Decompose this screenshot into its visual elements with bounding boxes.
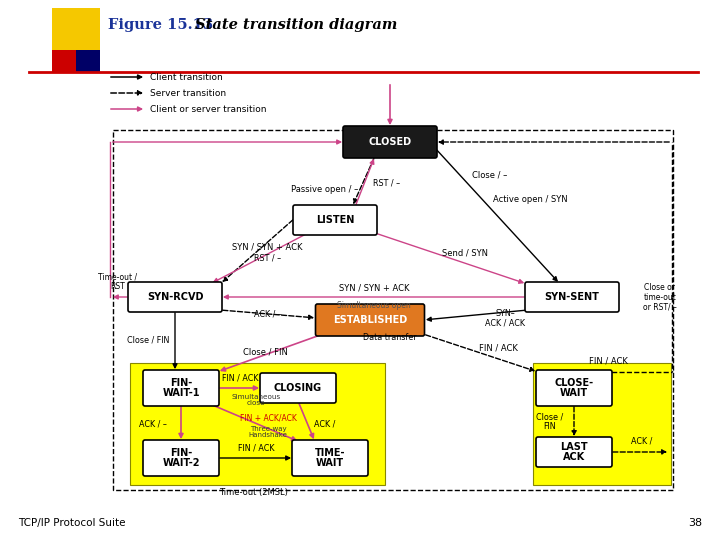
Bar <box>52 50 76 72</box>
Bar <box>533 363 671 485</box>
Text: FIN / ACK: FIN / ACK <box>479 343 518 353</box>
Text: State transition diagram: State transition diagram <box>195 18 397 32</box>
Text: FIN + ACK/ACK: FIN + ACK/ACK <box>240 414 297 422</box>
Text: Close / FIN: Close / FIN <box>243 348 287 356</box>
FancyBboxPatch shape <box>343 126 437 158</box>
Text: FIN / ACK: FIN / ACK <box>238 443 274 453</box>
Text: TCP/IP Protocol Suite: TCP/IP Protocol Suite <box>18 518 125 528</box>
Text: Three-way
Handshake: Three-way Handshake <box>248 426 287 438</box>
Text: CLOSING: CLOSING <box>274 383 322 393</box>
Bar <box>130 363 385 485</box>
Text: TIME-
WAIT: TIME- WAIT <box>315 448 346 468</box>
Text: SYN-RCVD: SYN-RCVD <box>147 292 203 302</box>
FancyBboxPatch shape <box>143 370 219 406</box>
Bar <box>76 50 100 72</box>
Text: Close /
FIN: Close / FIN <box>536 413 564 431</box>
Text: LISTEN: LISTEN <box>316 215 354 225</box>
Text: ACK / –: ACK / – <box>139 420 167 429</box>
Text: 38: 38 <box>688 518 702 528</box>
Text: FIN-
WAIT-2: FIN- WAIT-2 <box>162 448 199 468</box>
Text: SYN–
ACK / ACK: SYN– ACK / ACK <box>485 309 525 327</box>
Text: Time-out (2MSL): Time-out (2MSL) <box>219 488 287 496</box>
Text: Data transfer: Data transfer <box>363 333 417 341</box>
Text: Close / FIN: Close / FIN <box>127 335 169 345</box>
Text: FIN / ACK: FIN / ACK <box>222 374 258 382</box>
Text: Simultaneous
close: Simultaneous close <box>231 394 281 406</box>
Text: CLOSE-
WAIT: CLOSE- WAIT <box>554 377 593 399</box>
Text: Close or
time-out
or RST/ –: Close or time-out or RST/ – <box>643 283 677 311</box>
Text: Passive open / –: Passive open / – <box>292 186 359 194</box>
Bar <box>52 8 100 50</box>
Text: CLOSED: CLOSED <box>369 137 412 147</box>
Text: Server transition: Server transition <box>150 89 226 98</box>
Text: Close / –: Close / – <box>472 171 508 179</box>
Text: SYN / SYN + ACK: SYN / SYN + ACK <box>338 284 409 293</box>
Text: SYN-SENT: SYN-SENT <box>544 292 600 302</box>
Text: ACK /: ACK / <box>631 436 653 446</box>
Text: Figure 15.13: Figure 15.13 <box>108 18 213 32</box>
FancyBboxPatch shape <box>536 437 612 467</box>
Text: ESTABLISHED: ESTABLISHED <box>333 315 407 325</box>
FancyBboxPatch shape <box>143 440 219 476</box>
Text: Active open / SYN: Active open / SYN <box>492 195 567 205</box>
Text: Client or server transition: Client or server transition <box>150 105 266 113</box>
FancyBboxPatch shape <box>128 282 222 312</box>
FancyBboxPatch shape <box>315 304 425 336</box>
Text: Time-out /
RST: Time-out / RST <box>99 273 138 292</box>
Text: RST / –: RST / – <box>374 179 400 187</box>
Text: ACK / –: ACK / – <box>254 309 282 319</box>
FancyBboxPatch shape <box>293 205 377 235</box>
Text: Simultaneous open: Simultaneous open <box>337 300 411 309</box>
FancyBboxPatch shape <box>525 282 619 312</box>
Text: SYN / SYN + ACK: SYN / SYN + ACK <box>232 242 302 252</box>
FancyBboxPatch shape <box>536 370 612 406</box>
Text: Send / SYN: Send / SYN <box>442 248 488 258</box>
FancyBboxPatch shape <box>292 440 368 476</box>
Bar <box>113 130 673 490</box>
Text: FIN / ACK: FIN / ACK <box>588 356 627 366</box>
FancyBboxPatch shape <box>260 373 336 403</box>
Text: FIN-
WAIT-1: FIN- WAIT-1 <box>162 377 199 399</box>
Text: ACK /: ACK / <box>315 420 336 429</box>
Text: RST / –: RST / – <box>254 253 282 262</box>
Text: Client transition: Client transition <box>150 72 222 82</box>
Text: LAST
ACK: LAST ACK <box>560 442 588 462</box>
